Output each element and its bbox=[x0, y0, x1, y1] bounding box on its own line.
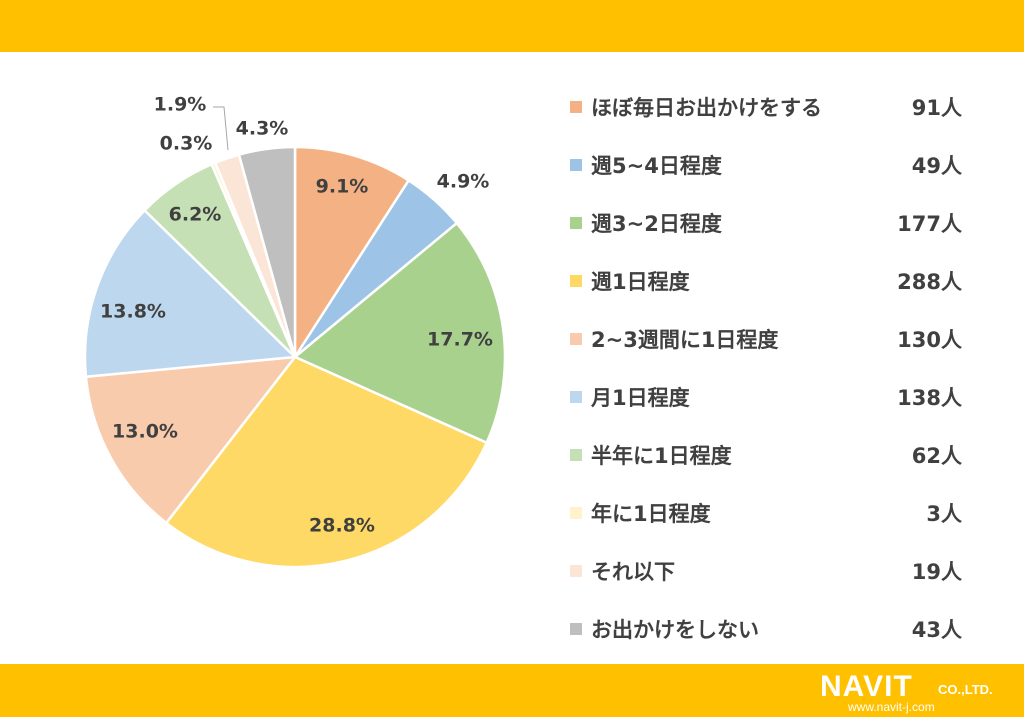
slice-percent-label: 17.7% bbox=[427, 329, 493, 351]
legend-item: それ以下 19人 bbox=[570, 542, 1010, 600]
pie-chart: 9.1% 4.9% 17.7% 28.8% 13.0% 13.8% 6.2% 0.3% 1.9%… bbox=[83, 94, 507, 569]
slice-percent-label: 6.2% bbox=[169, 204, 222, 226]
legend-item: 半年に1日程度 62人 bbox=[570, 426, 1010, 484]
legend-count: 3人 bbox=[926, 502, 962, 526]
leader-line bbox=[213, 106, 229, 151]
navit-logo: NAVIT CO.,LTD. www.navit-j.com bbox=[820, 670, 1010, 714]
legend-swatch bbox=[570, 391, 582, 403]
header-band bbox=[0, 0, 1024, 52]
pie-slice bbox=[84, 355, 298, 525]
legend-swatch bbox=[570, 565, 582, 577]
legend-count: 19人 bbox=[911, 560, 962, 584]
logo-suffix: CO.,LTD. bbox=[938, 682, 993, 697]
legend-count: 130人 bbox=[897, 328, 962, 352]
footer-band bbox=[0, 664, 1024, 717]
pie-slice bbox=[237, 145, 297, 358]
pie-slice bbox=[83, 208, 298, 379]
legend-item: 年に1日程度 3人 bbox=[570, 484, 1010, 542]
legend-swatch bbox=[570, 333, 582, 345]
logo-url: www.navit-j.com bbox=[848, 700, 935, 714]
legend-label: 週1日程度 bbox=[591, 270, 690, 294]
legend-count: 288人 bbox=[897, 270, 962, 294]
slice-percent-label: 9.1% bbox=[316, 176, 369, 198]
slice-percent-label: 28.8% bbox=[309, 515, 375, 537]
legend-item: 週5~4日程度 49人 bbox=[570, 136, 1010, 194]
legend-label: 半年に1日程度 bbox=[591, 444, 732, 468]
legend-swatch bbox=[570, 623, 582, 635]
legend-item: 週3~2日程度 177人 bbox=[570, 194, 1010, 252]
legend-label: 2~3週間に1日程度 bbox=[591, 328, 779, 352]
legend-swatch bbox=[570, 159, 582, 171]
legend-swatch bbox=[570, 217, 582, 229]
legend-label: お出かけをしない bbox=[591, 618, 759, 642]
legend-count: 138人 bbox=[897, 386, 962, 410]
slice-percent-label: 4.9% bbox=[437, 171, 490, 193]
pie-slice bbox=[292, 221, 507, 445]
slice-percent-label: 13.8% bbox=[100, 301, 166, 323]
chart-legend: ほぼ毎日お出かけをする 91人週5~4日程度 49人週3~2日程度 177人週1日程度… bbox=[570, 78, 1010, 658]
legend-swatch bbox=[570, 449, 582, 461]
slice-percent-label: 1.9% bbox=[154, 94, 207, 116]
slice-percent-label: 4.3% bbox=[236, 118, 289, 140]
legend-swatch bbox=[570, 101, 582, 113]
legend-swatch bbox=[570, 275, 582, 287]
legend-label: 年に1日程度 bbox=[591, 502, 711, 526]
legend-label: 週5~4日程度 bbox=[591, 154, 722, 178]
legend-label: 月1日程度 bbox=[591, 386, 690, 410]
legend-count: 91人 bbox=[911, 96, 962, 120]
legend-item: お出かけをしない 43人 bbox=[570, 600, 1010, 658]
legend-item: ほぼ毎日お出かけをする 91人 bbox=[570, 78, 1010, 136]
legend-swatch bbox=[570, 507, 582, 519]
legend-label: ほぼ毎日お出かけをする bbox=[591, 96, 822, 120]
slice-percent-label: 0.3% bbox=[160, 133, 213, 155]
legend-item: 2~3週間に1日程度 130人 bbox=[570, 310, 1010, 368]
pie-slice bbox=[293, 145, 411, 362]
legend-count: 49人 bbox=[911, 154, 962, 178]
legend-label: 週3~2日程度 bbox=[591, 212, 722, 236]
legend-count: 62人 bbox=[911, 444, 962, 468]
legend-item: 週1日程度 288人 bbox=[570, 252, 1010, 310]
legend-count: 177人 bbox=[897, 212, 962, 236]
logo-name: NAVIT bbox=[820, 670, 913, 703]
legend-count: 43人 bbox=[911, 618, 962, 642]
legend-item: 月1日程度 138人 bbox=[570, 368, 1010, 426]
legend-label: それ以下 bbox=[591, 560, 675, 584]
pie-slice bbox=[164, 355, 489, 569]
slice-percent-label: 13.0% bbox=[112, 421, 178, 443]
